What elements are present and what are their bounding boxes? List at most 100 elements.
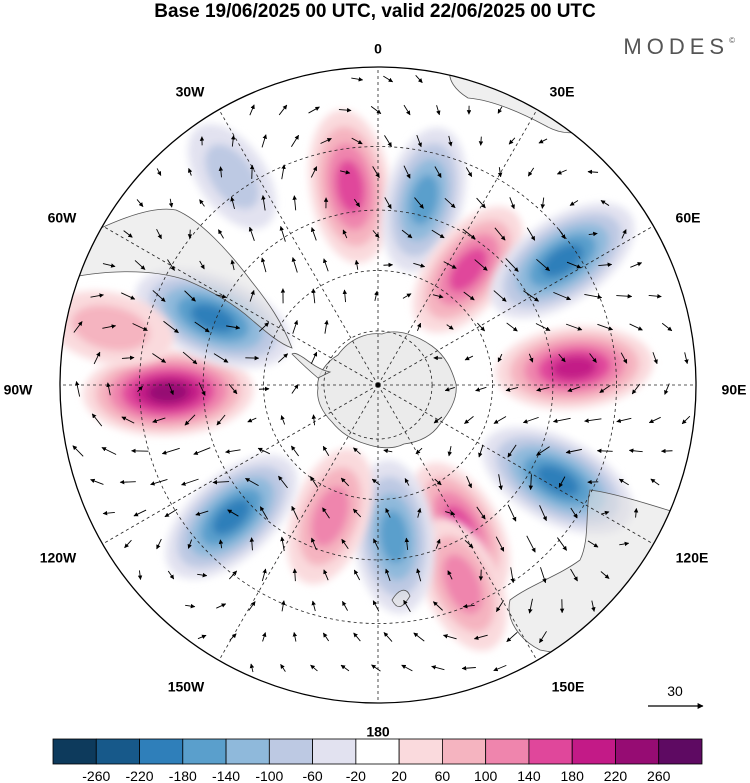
wind-arrow [218, 166, 224, 178]
wind-arrow [75, 380, 81, 397]
wind-arrow [417, 507, 422, 518]
wind-arrow [443, 261, 457, 269]
wind-arrow [431, 665, 445, 671]
wind-arrow [342, 289, 348, 303]
wind-arrow [340, 170, 351, 175]
wind-arrow [584, 293, 603, 300]
wind-arrow [134, 260, 146, 270]
wind-arrow [121, 292, 136, 300]
wind-arrow [370, 106, 382, 114]
wind-arrow [464, 539, 474, 549]
wind-arrow [281, 164, 286, 180]
wind-arrow [589, 353, 597, 363]
wind-arrow [413, 632, 425, 642]
wind-arrow [630, 262, 643, 268]
wind-arrow [684, 352, 689, 365]
wind-arrow [102, 263, 116, 268]
colorbar-swatch [139, 738, 184, 765]
wind-arrow [182, 351, 198, 365]
wind-arrow [197, 572, 208, 578]
wind-arrow [184, 290, 196, 302]
wind-arrow [404, 537, 410, 550]
wind-arrow [493, 290, 507, 302]
wind-arrow [230, 259, 235, 271]
wind-arrow [136, 199, 144, 207]
wind-arrow [281, 600, 286, 612]
wind-arrow [565, 448, 582, 455]
anomaly-blob [83, 349, 254, 436]
wind-arrow [497, 353, 503, 363]
wind-arrow [195, 510, 209, 516]
wind-arrow [496, 600, 504, 612]
wind-arrow [187, 168, 193, 176]
wind-arrow [465, 167, 473, 178]
wind-arrow [351, 77, 364, 82]
wind-arrow [150, 479, 168, 486]
wind-arrow [404, 478, 410, 486]
meridian-label: 60W [48, 210, 78, 226]
wind-arrow [292, 568, 298, 582]
wind-arrow [93, 351, 101, 365]
wind-arrow [310, 227, 317, 241]
wind-arrow [353, 569, 361, 581]
colorbar-tick-label: -260 [82, 768, 110, 783]
meridian-label: 60E [676, 210, 701, 226]
wind-arrow [121, 416, 135, 424]
wind-arrow [354, 259, 360, 270]
colorbar-swatch [398, 738, 443, 765]
latitude-circle [139, 146, 617, 624]
colorbar: -260 -220 -180 -140 -100 -60 -20 20 60 100 140 180 2… [52, 738, 703, 783]
meridian-line [210, 384, 379, 675]
wind-arrow [569, 200, 579, 206]
wind-arrow [277, 353, 289, 363]
meridian-line [88, 384, 379, 553]
wind-arrow [228, 570, 238, 580]
wind-arrow [311, 537, 317, 551]
wind-arrow [383, 632, 393, 642]
colorbar-tick-label: -20 [346, 768, 366, 783]
wind-arrow [341, 538, 349, 549]
wind-arrow [443, 634, 457, 640]
colorbar-tick-label: 60 [435, 768, 451, 783]
colorbar-tick-label: -100 [255, 768, 283, 783]
colorbar-swatch [225, 738, 270, 765]
wind-arrow [156, 538, 162, 550]
wind-arrow [121, 355, 135, 361]
wind-arrow [351, 137, 363, 145]
wind-arrow [73, 321, 83, 333]
wind-arrow [401, 229, 413, 239]
wind-arrow [383, 262, 393, 268]
colorbar-swatch [658, 738, 703, 765]
wind-arrow [230, 135, 236, 147]
wind-arrow [600, 510, 610, 516]
wind-arrow [311, 414, 317, 426]
colorbar-swatch [95, 738, 140, 765]
colorbar-swatch [528, 738, 573, 765]
meridian-label: 30E [550, 84, 575, 100]
wind-arrow [291, 445, 299, 457]
wind-arrow [618, 478, 629, 486]
anomaly-blob [308, 109, 392, 264]
map-title: Base 19/06/2025 00 UTC, valid 22/06/2025… [154, 1, 596, 22]
wind-arrow [507, 504, 517, 522]
wind-arrow [227, 509, 239, 517]
wind-arrow [101, 447, 117, 455]
wind-arrow [371, 664, 381, 672]
wind-arrow [278, 475, 288, 489]
wind-arrow [248, 601, 256, 611]
wind-arrow [168, 198, 174, 208]
meridian-label: 120W [40, 550, 77, 566]
wind-arrow [373, 538, 379, 550]
wind-arrow [310, 351, 318, 365]
wind-arrow [258, 322, 270, 332]
wind-arrow [527, 167, 535, 177]
wind-arrow [352, 508, 362, 518]
colorbar-tick-label: 260 [647, 768, 671, 783]
wind-arrow [435, 538, 441, 549]
wind-arrow [163, 320, 179, 334]
wind-arrow [558, 353, 566, 363]
wind-arrow [478, 444, 484, 458]
antarctic-peninsula-shape [291, 352, 332, 379]
wind-arrow [402, 293, 412, 299]
wind-arrow [633, 507, 639, 518]
